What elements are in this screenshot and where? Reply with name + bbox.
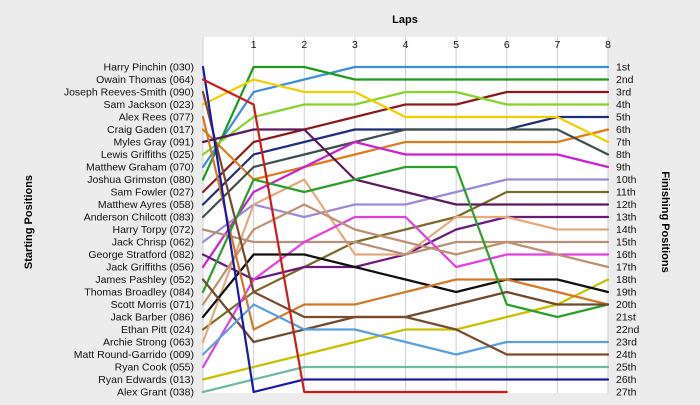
- finishing-position-label: 23rd: [616, 337, 637, 349]
- series-line-25: [201, 365, 610, 394]
- series-line-21: [201, 165, 610, 319]
- finishing-position-label: 20th: [616, 299, 637, 311]
- finishing-position-label: 24th: [616, 349, 637, 361]
- starting-position-label: Sam Jackson (023): [104, 99, 194, 111]
- series-line-23: [201, 303, 610, 356]
- finishing-position-label: 17th: [616, 262, 637, 274]
- finishing-position-label: 14th: [616, 224, 637, 236]
- starting-position-label: Lewis Griffiths (025): [101, 149, 194, 161]
- series-line-27: [201, 78, 508, 394]
- series-line-4: [201, 90, 610, 156]
- finishing-position-label: 16th: [616, 249, 637, 261]
- series-line-7: [201, 78, 610, 144]
- starting-position-label: Myles Gray (091): [113, 137, 194, 149]
- starting-position-label: Thomas Broadley (084): [84, 287, 194, 299]
- starting-position-label: Ryan Edwards (013): [98, 374, 194, 386]
- lap-tick-label: 6: [504, 39, 510, 51]
- finishing-position-label: 2nd: [616, 74, 634, 86]
- finishing-position-label: 7th: [616, 137, 631, 149]
- starting-position-label: Alex Grant (038): [117, 387, 194, 399]
- finishing-position-label: 6th: [616, 124, 631, 136]
- series-line-26: [201, 65, 610, 394]
- starting-position-label: James Pashley (052): [95, 274, 194, 286]
- starting-position-label: George Stratford (082): [88, 249, 194, 261]
- finishing-position-label: 10th: [616, 174, 637, 186]
- starting-position-label: Jack Griffiths (056): [106, 262, 194, 274]
- starting-position-label: Jack Barber (086): [111, 312, 194, 324]
- finishing-position-label: 12th: [616, 199, 637, 211]
- lap-tick-label: 2: [301, 39, 307, 51]
- starting-position-label: Scott Morris (071): [111, 299, 194, 311]
- series-line-19: [201, 253, 610, 319]
- finishing-position-label: 1st: [616, 62, 630, 74]
- series-line-11: [201, 190, 610, 331]
- finishing-position-label: 25th: [616, 362, 637, 374]
- series-line-24: [201, 90, 610, 356]
- finishing-position-label: 26th: [616, 374, 637, 386]
- y-axis-title-right: Finishing Positions: [659, 171, 671, 272]
- starting-position-label: Ethan Pitt (024): [121, 324, 194, 336]
- finishing-position-label: 22nd: [616, 324, 640, 336]
- starting-position-label: Matthew Graham (070): [86, 162, 194, 174]
- lap-tick-label: 4: [403, 39, 409, 51]
- finishing-position-label: 8th: [616, 149, 631, 161]
- starting-position-label: Owain Thomas (064): [96, 74, 194, 86]
- starting-position-label: Harry Pinchin (030): [104, 62, 194, 74]
- starting-position-label: Anderson Chilcott (083): [84, 212, 194, 224]
- starting-position-label: Joshua Grimston (080): [87, 174, 194, 186]
- lap-tick-label: 3: [352, 39, 358, 51]
- starting-position-label: Jack Chrisp (062): [112, 237, 194, 249]
- series-line-17: [201, 203, 610, 306]
- lap-tick-label: 8: [605, 39, 611, 51]
- finishing-position-label: 13th: [616, 212, 637, 224]
- finishing-position-label: 27th: [616, 387, 637, 399]
- finishing-position-label: 5th: [616, 112, 631, 124]
- starting-position-label: Archie Strong (063): [103, 337, 194, 349]
- series-lines: [201, 65, 610, 394]
- finishing-position-label: 21st: [616, 312, 636, 324]
- starting-position-label: Sam Fowler (027): [111, 187, 194, 199]
- gridlines: [202, 37, 609, 393]
- finishing-position-label: 15th: [616, 237, 637, 249]
- starting-position-label: Ryan Cook (055): [115, 362, 194, 374]
- lap-tick-labels: 1 2 3 4 5 6 7 8: [251, 39, 611, 51]
- series-line-16: [201, 215, 610, 369]
- finishing-position-label: 18th: [616, 274, 637, 286]
- series-line-12: [201, 128, 610, 206]
- chart-title: Laps: [392, 14, 418, 26]
- starting-position-label: Craig Gaden (017): [107, 124, 194, 136]
- series-line-8: [201, 128, 610, 219]
- finishing-position-label: 9th: [616, 162, 631, 174]
- series-line-1: [201, 65, 610, 169]
- series-line-20: [201, 115, 610, 331]
- finishing-position-label: 3rd: [616, 87, 631, 99]
- starting-position-label: Alex Rees (077): [119, 112, 194, 124]
- series-line-10: [201, 178, 610, 244]
- starting-position-label: Matthew Ayres (058): [98, 199, 194, 211]
- starting-position-label: Matt Round-Garrido (009): [74, 349, 194, 361]
- starting-position-label: Harry Torpy (072): [113, 224, 195, 236]
- lap-tick-label: 7: [554, 39, 560, 51]
- finishing-position-labels: 1st2nd3rd4th5th6th7th8th9th10th11th12th1…: [616, 62, 640, 399]
- starting-position-label: Joseph Reeves-Smith (090): [64, 87, 194, 99]
- lap-tick-label: 1: [251, 39, 257, 51]
- series-line-3: [201, 90, 610, 194]
- lap-tick-label: 5: [453, 39, 459, 51]
- series-line-18: [201, 278, 610, 381]
- y-axis-title-left: Starting Positions: [23, 175, 35, 269]
- series-line-6: [201, 128, 610, 181]
- finishing-position-label: 19th: [616, 287, 637, 299]
- finishing-position-label: 4th: [616, 99, 631, 111]
- series-line-15: [201, 228, 610, 256]
- finishing-position-label: 11th: [616, 187, 636, 199]
- series-line-2: [201, 65, 610, 181]
- starting-position-labels: Harry Pinchin (030)Owain Thomas (064)Jos…: [64, 62, 194, 399]
